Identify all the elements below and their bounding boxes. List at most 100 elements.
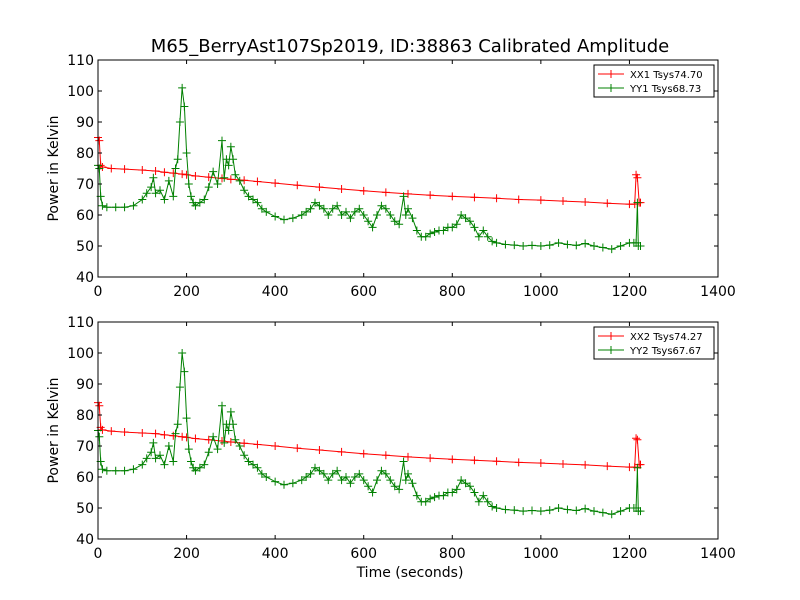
data-point [129, 465, 138, 474]
data-point [200, 195, 209, 204]
data-point [173, 420, 182, 429]
data-point [280, 480, 288, 489]
data-point [213, 445, 222, 454]
data-point [151, 166, 160, 175]
data-point [337, 184, 346, 193]
y-tick-label: 40 [76, 532, 94, 548]
data-point [191, 434, 200, 443]
x-tick-label: 1400 [700, 546, 736, 562]
data-point [501, 505, 510, 514]
series-line-1 [97, 137, 641, 205]
data-point [510, 241, 519, 250]
y-tick-label: 50 [76, 239, 94, 255]
data-point [386, 211, 395, 219]
y-tick-label: 110 [67, 53, 94, 69]
data-point [633, 198, 642, 207]
data-point [328, 469, 337, 478]
data-point [182, 414, 191, 423]
data-point [138, 195, 147, 204]
data-point [315, 446, 324, 455]
y-tick-label: 80 [76, 146, 94, 162]
data-point [169, 192, 178, 201]
legend-entry-1: XX1 Tsys74.70 [630, 70, 703, 81]
legend-entry-1: XX2 Tsys74.27 [630, 332, 703, 343]
data-point [102, 466, 111, 475]
y-tick-label: 100 [67, 346, 94, 362]
data-point [297, 211, 306, 219]
data-point [240, 439, 249, 448]
data-point [536, 507, 545, 516]
data-point [204, 448, 213, 457]
data-point [536, 242, 545, 250]
data-point [319, 204, 328, 213]
data-point [147, 183, 156, 192]
data-point [395, 220, 404, 229]
data-point [311, 463, 319, 472]
data-point [240, 451, 249, 460]
data-point [151, 454, 160, 463]
data-point [111, 203, 120, 212]
data-point [581, 239, 590, 248]
data-point [483, 497, 492, 506]
x-tick-label: 0 [94, 546, 103, 562]
data-point [359, 186, 368, 195]
data-point [563, 240, 572, 249]
data-point [381, 204, 390, 213]
data-point [98, 425, 107, 434]
data-point [479, 491, 488, 500]
data-point [164, 176, 173, 185]
legend-entry-2: YY1 Tsys68.73 [629, 84, 701, 95]
data-point [138, 166, 147, 175]
plot-frame [97, 321, 719, 540]
data-point [572, 506, 581, 515]
data-point [461, 214, 470, 223]
data-point [581, 460, 590, 469]
data-point [142, 189, 151, 198]
data-point [204, 183, 213, 192]
x-tick-label: 1000 [523, 284, 559, 300]
y-tick-label: 90 [76, 115, 94, 131]
data-point [590, 242, 598, 250]
data-point [461, 479, 470, 488]
data-point [346, 479, 355, 488]
data-point [147, 448, 156, 457]
plot-frame [97, 59, 719, 278]
data-point [421, 232, 430, 241]
data-point [229, 420, 238, 429]
legend-marker [607, 332, 615, 340]
data-point [633, 173, 642, 182]
data-point [563, 505, 572, 514]
data-point [359, 476, 368, 485]
legend-box [593, 326, 715, 360]
data-point [381, 451, 390, 460]
data-point [204, 435, 213, 444]
data-point [95, 164, 104, 173]
data-point [98, 465, 107, 474]
y-tick-label: 60 [76, 208, 94, 224]
data-point [519, 242, 528, 250]
data-point [399, 457, 408, 466]
data-point [448, 455, 457, 464]
data-point [271, 179, 280, 188]
data-point [452, 220, 461, 229]
data-point [377, 201, 386, 210]
data-point [226, 175, 235, 184]
data-point [377, 466, 386, 475]
data-point [386, 476, 395, 485]
data-point [319, 469, 328, 478]
data-point [337, 447, 346, 456]
data-point [184, 180, 193, 188]
data-point [381, 188, 390, 197]
data-point [479, 226, 488, 235]
data-point [545, 506, 554, 515]
data-point [426, 494, 435, 503]
data-point [107, 164, 116, 173]
data-point [218, 136, 226, 145]
x-tick-label: 600 [350, 546, 377, 562]
data-point [209, 432, 218, 441]
data-point [182, 149, 191, 157]
legend-marker [607, 346, 615, 354]
data-point [156, 186, 164, 195]
y-axis-label: Power in Kelvin [46, 115, 62, 221]
data-point [164, 442, 173, 450]
